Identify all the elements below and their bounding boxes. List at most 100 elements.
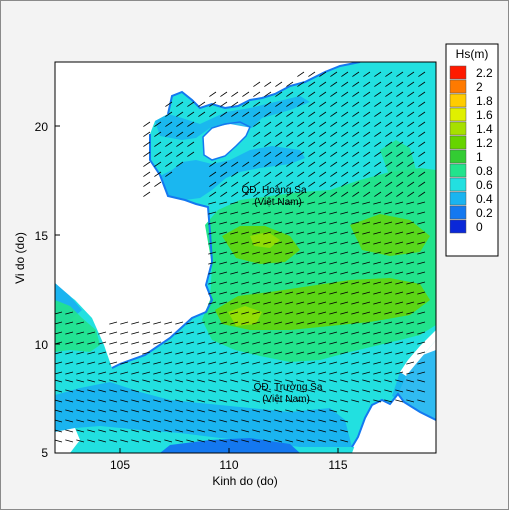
wave-arrow (329, 221, 338, 225)
wave-arrow (406, 331, 415, 335)
wave-arrow (396, 71, 404, 77)
wave-arrow (395, 231, 404, 235)
wave-arrow (329, 429, 338, 433)
wave-arrow (263, 409, 272, 413)
wave-arrow (340, 379, 349, 383)
wave-arrow (230, 351, 239, 355)
wave-arrow (418, 171, 426, 177)
wave-arrow (296, 261, 305, 265)
wave-arrow (297, 111, 305, 117)
wave-arrow (65, 389, 74, 393)
wave-arrow (351, 211, 360, 215)
wave-arrow (330, 191, 338, 197)
wave-arrow (208, 201, 217, 205)
wave-arrow (340, 341, 349, 345)
wave-arrow (219, 321, 228, 325)
wave-arrow (406, 211, 415, 215)
wave-arrow (253, 101, 261, 107)
wave-arrow (208, 379, 217, 383)
wave-arrow (208, 261, 217, 265)
wave-arrow (274, 341, 283, 345)
wave-arrow (308, 181, 316, 187)
wave-arrow (285, 429, 294, 433)
wave-arrow (131, 361, 140, 365)
wave-arrow (385, 101, 393, 107)
wave-arrow (373, 341, 382, 345)
wave-arrow (241, 429, 250, 433)
wave-arrow (307, 379, 316, 383)
wave-arrow (352, 151, 360, 157)
wave-arrow (231, 161, 239, 167)
wave-arrow (175, 399, 184, 403)
legend-label: 1.4 (476, 122, 493, 136)
wave-arrow (142, 379, 151, 383)
wave-arrow (406, 341, 415, 345)
wave-arrow (98, 389, 107, 393)
wave-arrow (407, 131, 415, 137)
wave-arrow (418, 191, 426, 197)
wave-arrow (406, 281, 415, 285)
wave-arrow (263, 331, 272, 335)
wave-arrow (109, 371, 118, 375)
wave-arrow (241, 251, 250, 255)
wave-arrow (351, 341, 360, 345)
wave-arrow (417, 361, 426, 365)
wave-arrow (385, 91, 393, 97)
wave-arrow (285, 321, 294, 325)
legend-title: Hs(m) (456, 47, 489, 61)
wave-arrow (362, 331, 371, 335)
wave-arrow (154, 151, 162, 157)
wave-arrow (176, 151, 184, 157)
wave-arrow (384, 399, 393, 403)
wave-arrow (274, 261, 283, 265)
wave-arrow (55, 429, 63, 433)
wave-arrow (55, 419, 63, 423)
wave-arrow (263, 271, 272, 275)
wave-arrow (98, 361, 107, 365)
wave-arrow (384, 371, 393, 375)
wave-arrow (65, 371, 74, 375)
wave-arrow (308, 161, 316, 167)
wave-arrow (384, 201, 393, 205)
wave-arrow (362, 291, 371, 295)
wave-arrow (362, 399, 371, 403)
wave-arrow (241, 211, 250, 215)
wave-arrow (363, 131, 371, 137)
wave-arrow (340, 301, 349, 305)
wave-arrow (308, 131, 316, 137)
wave-arrow (351, 301, 360, 305)
wave-arrow (297, 91, 305, 97)
wave-arrow (373, 311, 382, 315)
wave-arrow (186, 409, 195, 413)
wave-arrow (219, 379, 228, 383)
wave-arrow (230, 361, 239, 365)
legend-label: 0.6 (476, 178, 493, 192)
wave-arrow (296, 201, 305, 205)
wave-arrow (373, 389, 382, 393)
wave-arrow (65, 429, 74, 433)
wave-arrow (264, 131, 272, 137)
y-tick-label: 5 (41, 446, 48, 460)
wave-arrow (143, 151, 151, 157)
legend-label: 0.4 (476, 192, 493, 206)
wave-arrow (329, 271, 338, 275)
wave-arrow (329, 281, 338, 285)
wave-arrow (263, 211, 272, 215)
wave-arrow (153, 351, 162, 355)
wave-arrow (154, 141, 162, 147)
wave-arrow (362, 341, 371, 345)
wave-arrow (209, 161, 217, 167)
y-tick-label: 10 (35, 338, 49, 352)
legend-swatch (449, 93, 467, 108)
wave-arrow (362, 371, 371, 375)
wave-arrow (340, 419, 349, 423)
wave-arrow (241, 371, 250, 375)
wave-arrow (362, 201, 371, 205)
wave-arrow (219, 371, 228, 375)
wave-arrow (385, 151, 393, 157)
wave-arrow (373, 251, 382, 255)
wave-arrow (329, 371, 338, 375)
wave-arrow (252, 271, 261, 275)
wave-arrow (253, 151, 261, 157)
wave-arrow (187, 111, 195, 117)
